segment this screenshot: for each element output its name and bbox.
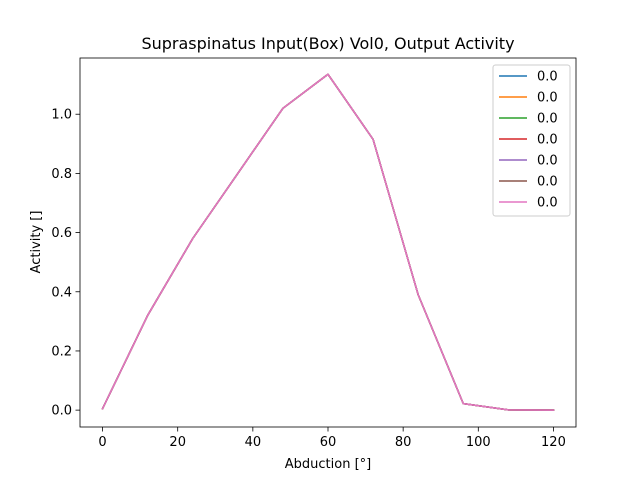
legend-label-3: 0.0 — [537, 112, 558, 127]
x-tick-label: 100 — [466, 435, 491, 450]
legend: 0.0 0.0 0.0 0.0 0.0 0.0 0.0 — [492, 64, 571, 217]
x-tick-label: 40 — [245, 435, 262, 450]
x-tick-label: 60 — [320, 435, 337, 450]
plot-area — [79, 57, 577, 428]
series-line-4 — [101, 73, 555, 411]
series-line-7 — [101, 73, 555, 411]
legend-label-2: 0.0 — [537, 91, 558, 106]
series-line-3 — [101, 73, 555, 411]
legend-label-1: 0.0 — [537, 70, 558, 85]
x-tick-label: 120 — [541, 435, 566, 450]
legend-label-5: 0.0 — [537, 154, 558, 169]
legend-box — [492, 64, 571, 217]
x-axis-label: Abduction [°] — [285, 457, 371, 472]
series-line-1 — [101, 73, 555, 411]
series-line-6 — [101, 73, 555, 411]
chart-title: Supraspinatus Input(Box) Vol0, Output Ac… — [141, 34, 514, 53]
legend-label-6: 0.0 — [537, 175, 558, 190]
y-tick-label: 1.0 — [51, 108, 72, 123]
x-tick-label: 20 — [169, 435, 186, 450]
y-tick-label: 0.6 — [51, 226, 72, 241]
x-tick-label: 80 — [395, 435, 412, 450]
legend-label-7: 0.0 — [537, 196, 558, 211]
y-axis: 0.0 0.2 0.4 0.6 0.8 1.0 — [51, 108, 80, 419]
legend-label-4: 0.0 — [537, 133, 558, 148]
series-line-2 — [101, 73, 555, 411]
y-tick-label: 0.4 — [51, 285, 72, 300]
x-axis: 0 20 40 60 80 100 120 — [98, 427, 566, 450]
y-tick-label: 0.0 — [51, 404, 72, 419]
y-axis-label: Activity [] — [29, 211, 44, 274]
series-line-5 — [101, 73, 555, 411]
y-tick-label: 0.8 — [51, 167, 72, 182]
x-tick-label: 0 — [98, 435, 106, 450]
y-tick-label: 0.2 — [51, 344, 72, 359]
